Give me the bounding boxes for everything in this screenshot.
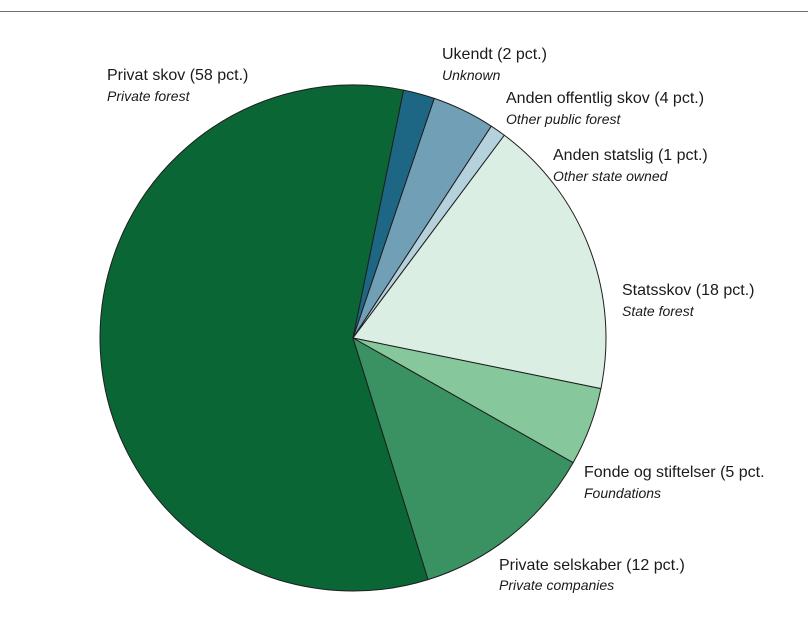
label-private-forest: Privat skov (58 pct.) [107,67,248,84]
label-state-forest: Statsskov (18 pct.) [622,282,755,299]
label-other-public-forest: Anden offentlig skov (4 pct.) [506,90,704,107]
sublabel-other-public-forest: Other public forest [506,111,621,127]
label-other-state-owned: Anden statslig (1 pct.) [553,147,708,164]
top-rule [0,11,808,12]
slice-state-forest [352,134,607,390]
pie-slices [99,84,607,592]
sublabel-unknown: Unknown [442,67,501,83]
sublabel-other-state-owned: Other state owned [553,168,669,184]
sublabel-state-forest: State forest [622,303,695,319]
slice-private-forest [99,84,429,592]
slice-private-companies [352,337,574,581]
sublabel-private-forest: Private forest [107,88,191,104]
sublabel-private-companies: Private companies [499,577,614,593]
sublabel-foundations: Foundations [584,485,661,501]
label-unknown: Ukendt (2 pct.) [442,46,547,63]
label-private-companies: Private selskaber (12 pct.) [499,557,685,574]
label-foundations: Fonde og stiftelser (5 pct. [584,464,765,481]
